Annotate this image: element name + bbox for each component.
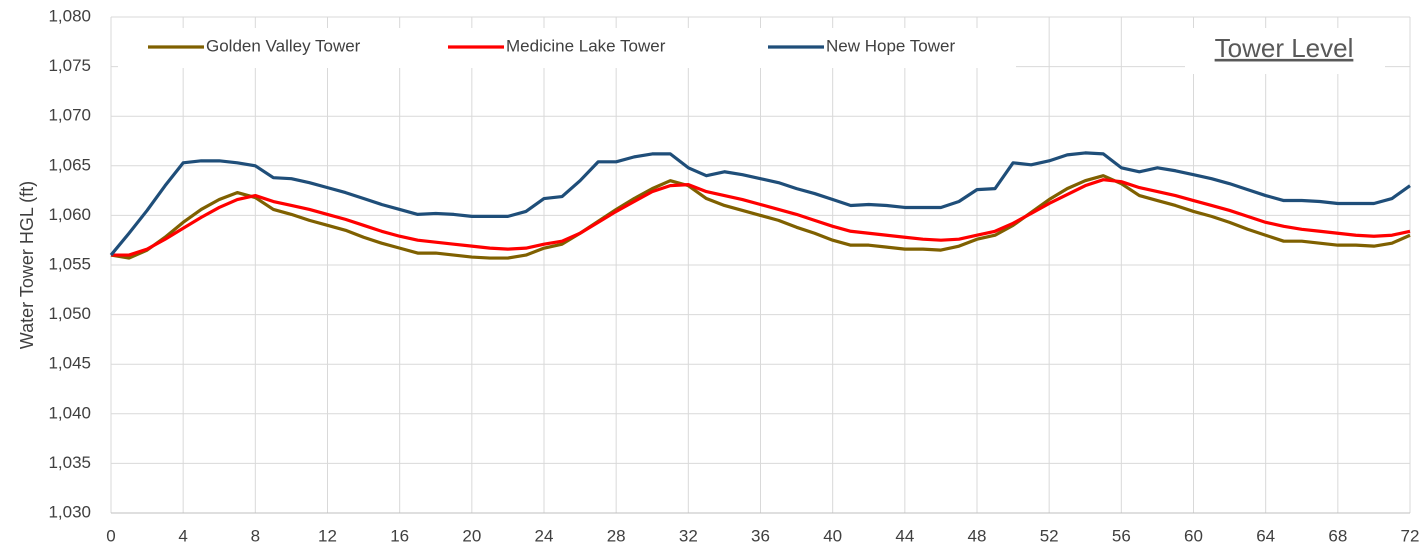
x-tick-label: 28: [607, 526, 626, 545]
legend-box: [118, 28, 1016, 68]
title-box: [1185, 28, 1385, 74]
series-line: [111, 178, 1411, 257]
x-tick-label: 0: [106, 526, 115, 545]
y-tick-label: 1,065: [48, 155, 91, 174]
x-tick-label: 40: [823, 526, 842, 545]
y-tick-label: 1,075: [48, 56, 91, 75]
y-tick-label: 1,060: [48, 205, 91, 224]
series-line: [110, 174, 1411, 260]
y-tick-label: 1,070: [48, 106, 91, 125]
x-tick-label: 8: [251, 526, 260, 545]
legend-label: New Hope Tower: [826, 36, 955, 55]
x-tick-label: 4: [178, 526, 187, 545]
legend-label: Medicine Lake Tower: [506, 36, 666, 55]
legend-label: Golden Valley Tower: [206, 36, 361, 55]
x-tick-label: 56: [1112, 526, 1131, 545]
y-tick-label: 1,030: [48, 502, 91, 521]
x-tick-label: 32: [679, 526, 698, 545]
x-tick-label: 20: [462, 526, 481, 545]
x-tick-label: 48: [968, 526, 987, 545]
x-tick-label: 52: [1040, 526, 1059, 545]
y-tick-label: 1,040: [48, 403, 91, 422]
x-tick-label: 64: [1256, 526, 1275, 545]
chart-title: Tower Level: [1215, 33, 1354, 63]
x-tick-label: 16: [390, 526, 409, 545]
x-tick-label: 72: [1401, 526, 1420, 545]
y-tick-label: 1,050: [48, 304, 91, 323]
y-tick-label: 1,045: [48, 354, 91, 373]
x-tick-label: 24: [535, 526, 554, 545]
y-axis-label: Water Tower HGL (ft): [17, 181, 37, 349]
x-tick-label: 12: [318, 526, 337, 545]
x-tick-label: 44: [895, 526, 914, 545]
series-line: [109, 151, 1411, 257]
y-tick-label: 1,035: [48, 453, 91, 472]
x-tick-label: 36: [751, 526, 770, 545]
x-tick-label: 60: [1184, 526, 1203, 545]
y-tick-label: 1,055: [48, 254, 91, 273]
y-tick-label: 1,080: [48, 6, 91, 25]
x-tick-label: 68: [1328, 526, 1347, 545]
